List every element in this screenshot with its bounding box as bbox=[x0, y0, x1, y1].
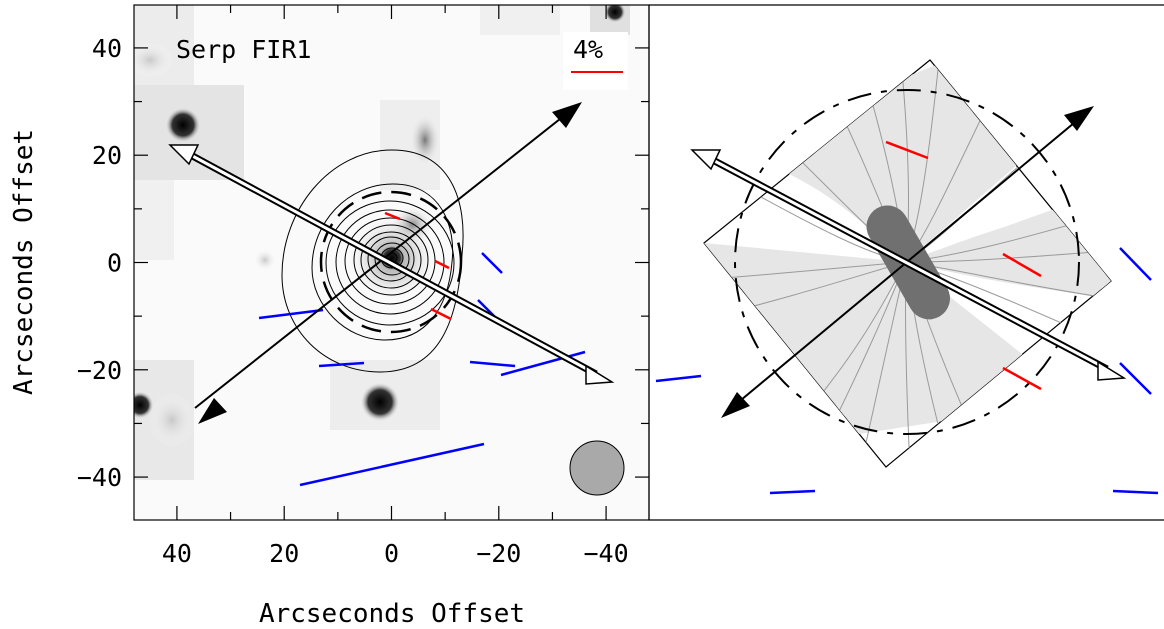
right-panel bbox=[648, 4, 1164, 521]
x-tick-label: −20 bbox=[476, 539, 521, 568]
y-tick-label: 40 bbox=[92, 34, 122, 63]
source-blob bbox=[134, 391, 154, 419]
source-blob bbox=[604, 5, 626, 23]
polarization-vectors-red bbox=[384, 211, 452, 321]
y-axis-title: Arcseconds Offset bbox=[9, 129, 39, 395]
axis-tick-labels: 40 40 20 20 0 0 −20 −20 −40 −40 bbox=[77, 34, 629, 568]
y-tick-label: 0 bbox=[107, 249, 122, 278]
magnetic-field-arrow bbox=[168, 144, 615, 385]
left-panel: Serp FIR1 4% 40 40 20 20 0 0 −20 −20 −40 −40 Arcs… bbox=[9, 4, 650, 629]
y-tick-label: −20 bbox=[77, 356, 122, 385]
polarization-vectors-red-model bbox=[885, 140, 1042, 391]
scale-label: 4% bbox=[573, 35, 603, 64]
polarization-vectors-blue-model bbox=[655, 247, 1159, 495]
outflow-arrow bbox=[194, 102, 582, 424]
axis-ticks bbox=[134, 5, 649, 520]
dashed-circle bbox=[319, 190, 463, 334]
greyscale-map bbox=[134, 5, 649, 520]
source-label: Serp FIR1 bbox=[176, 35, 311, 64]
x-axis-title: Arcseconds Offset bbox=[259, 599, 525, 629]
model-square bbox=[703, 59, 1112, 468]
dashed-circle-model bbox=[734, 89, 1080, 435]
source-blob bbox=[165, 107, 201, 143]
y-tick-label: −40 bbox=[77, 463, 122, 492]
y-tick-label: 20 bbox=[92, 141, 122, 170]
beam-ellipse bbox=[569, 440, 625, 496]
x-tick-label: 20 bbox=[269, 539, 299, 568]
x-tick-label: 40 bbox=[162, 539, 192, 568]
magnetic-field-arrow-model bbox=[690, 149, 1127, 381]
x-tick-label: −40 bbox=[584, 539, 629, 568]
x-tick-label: 0 bbox=[384, 539, 399, 568]
scale-bar: 4% bbox=[563, 32, 628, 90]
source-blob bbox=[360, 382, 400, 422]
